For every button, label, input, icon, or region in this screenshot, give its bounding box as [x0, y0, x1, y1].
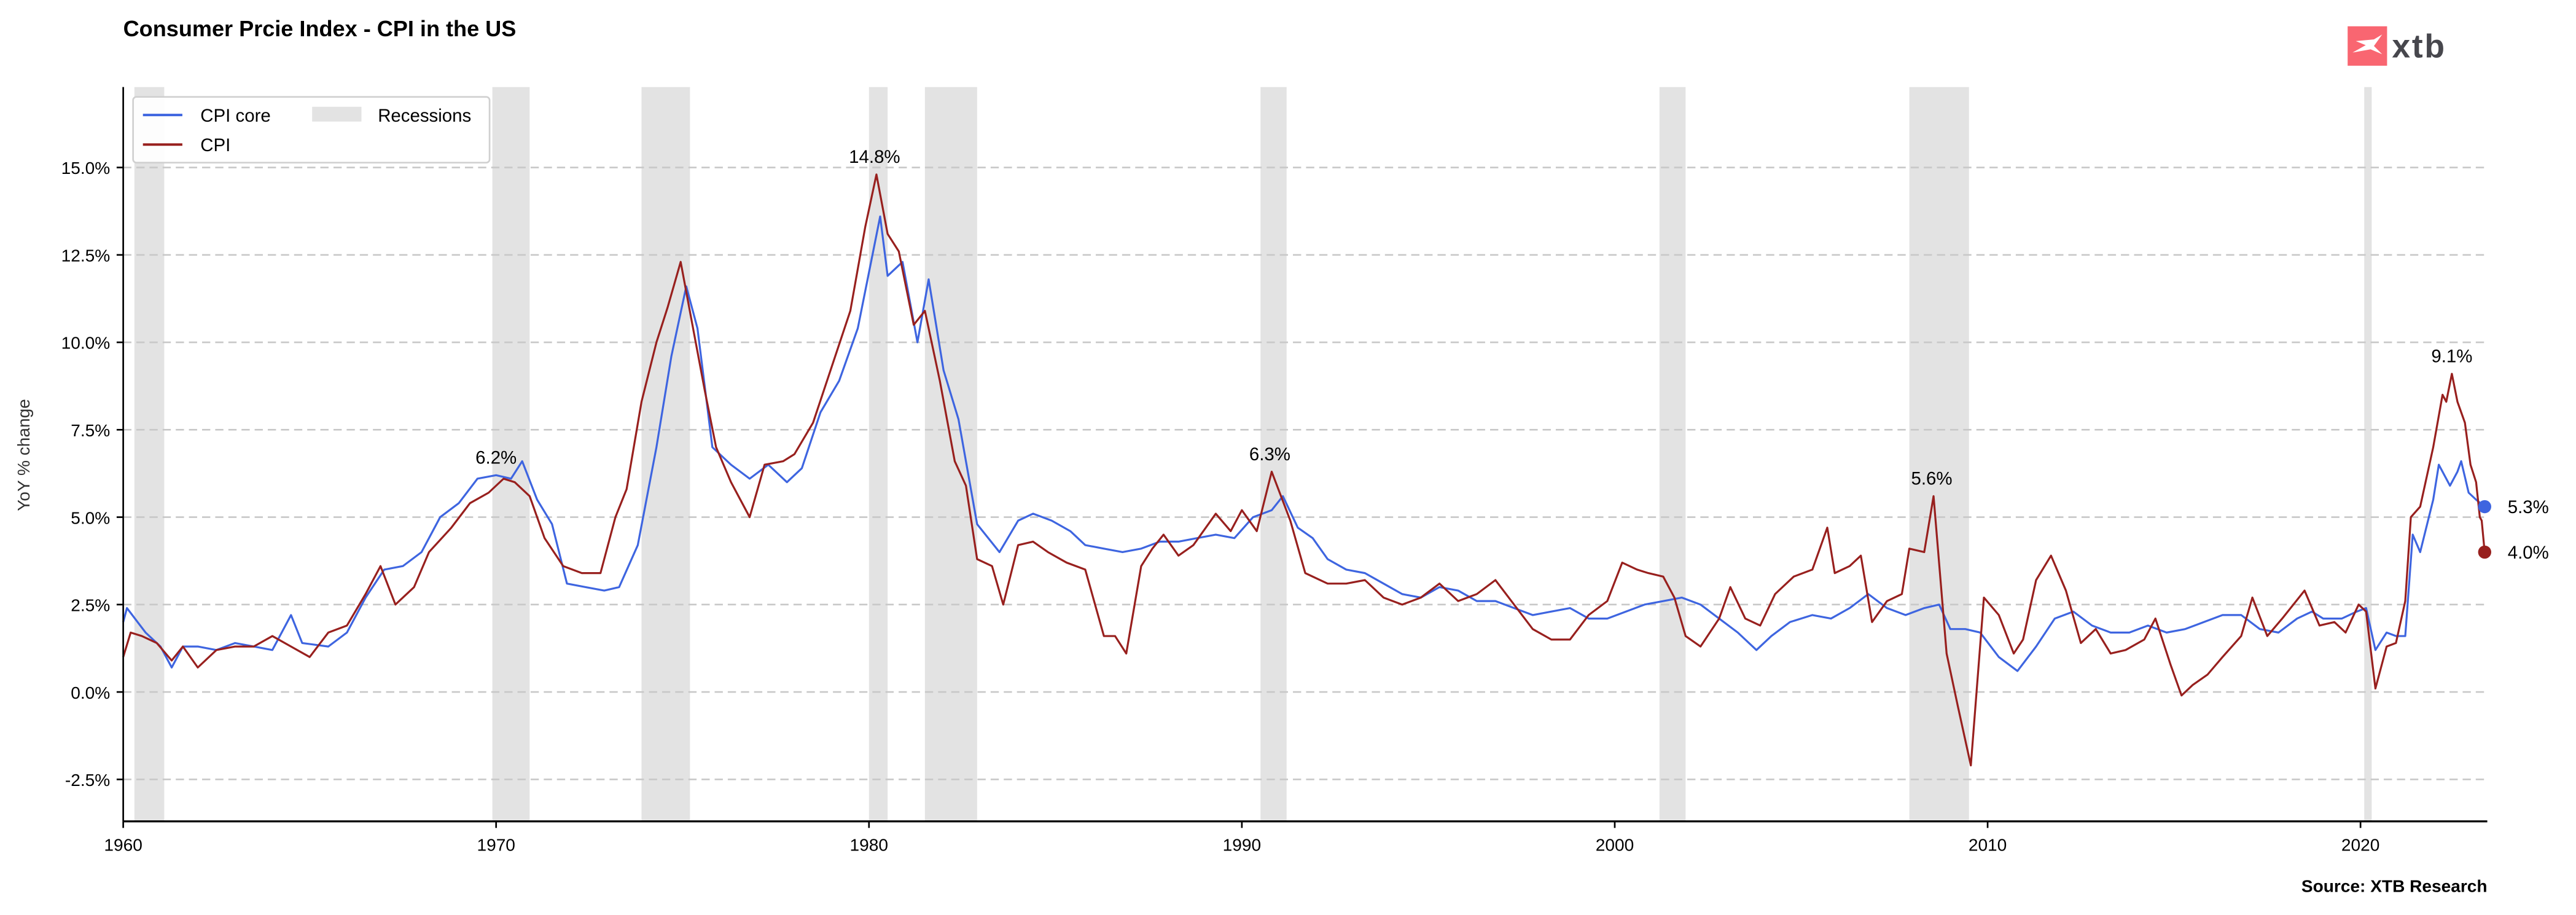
series-line-core [122, 215, 2486, 672]
recession-band [1659, 87, 1686, 822]
source-note: Source: XTB Research [2301, 877, 2488, 896]
y-tick-label: -2.5% [65, 771, 110, 790]
recession-band [868, 87, 888, 822]
chart-title: Consumer Prcie Index - CPI in the US [123, 16, 517, 41]
series-line-cpi [122, 173, 2486, 767]
legend-label-cpi: CPI [200, 135, 230, 155]
recession-band [2364, 87, 2372, 822]
legend: CPI core CPI Recessions [132, 96, 491, 163]
y-tick-label: 12.5% [61, 246, 111, 265]
x-tick-label: 2000 [1596, 836, 1634, 855]
end-label-cpi: 4.0% [2508, 543, 2549, 563]
y-tick-label: 10.0% [61, 334, 111, 353]
xtb-logo: xtb [2348, 26, 2446, 66]
recession-band [1260, 87, 1287, 822]
recession-band [134, 87, 165, 822]
x-tick-label: 1990 [1223, 836, 1261, 855]
y-tick-label: 2.5% [71, 596, 110, 615]
x-tick-label: 2020 [2341, 836, 2379, 855]
logo-x-shape [2352, 34, 2383, 55]
peak-label: 5.6% [1911, 469, 1952, 489]
recession-band [492, 87, 530, 822]
x-tick-label: 1960 [104, 836, 142, 855]
legend-label-recessions: Recessions [378, 106, 471, 126]
end-label-core: 5.3% [2508, 497, 2549, 517]
legend-swatch-recessions [312, 106, 362, 122]
series-lines [122, 173, 2486, 767]
y-tick-label: 7.5% [71, 421, 110, 440]
gridlines [123, 167, 2488, 780]
end-marker-core [2478, 500, 2492, 514]
legend-box [132, 96, 491, 163]
recession-band [641, 87, 690, 822]
peak-label: 6.3% [1249, 444, 1290, 465]
y-tick-label: 0.0% [71, 683, 110, 702]
recession-band [1909, 87, 1969, 822]
recession-band [924, 87, 977, 822]
peak-label: 9.1% [2431, 347, 2472, 367]
x-tick-label: 1970 [477, 836, 515, 855]
peak-label: 14.8% [849, 147, 900, 167]
x-tick-label: 1980 [850, 836, 888, 855]
y-tick-label: 5.0% [71, 508, 110, 527]
axes: -2.5% 0.0% 2.5% 5.0% 7.5% 10.0% 12.5% 15.0% 1960… [61, 87, 2488, 855]
x-tick-label: 2010 [1969, 836, 2007, 855]
annotations: 6.2% 14.8% 6.3% 5.6% 9.1% 5.3% 4.0% [475, 147, 2549, 563]
legend-label-core: CPI core [200, 106, 270, 126]
end-marker-cpi [2478, 545, 2492, 559]
peak-label: 6.2% [475, 448, 517, 468]
y-tick-label: 15.0% [61, 159, 111, 178]
y-axis-label: YoY % change [14, 399, 33, 511]
recession-bands [134, 87, 2372, 822]
logo-text: xtb [2392, 29, 2446, 65]
